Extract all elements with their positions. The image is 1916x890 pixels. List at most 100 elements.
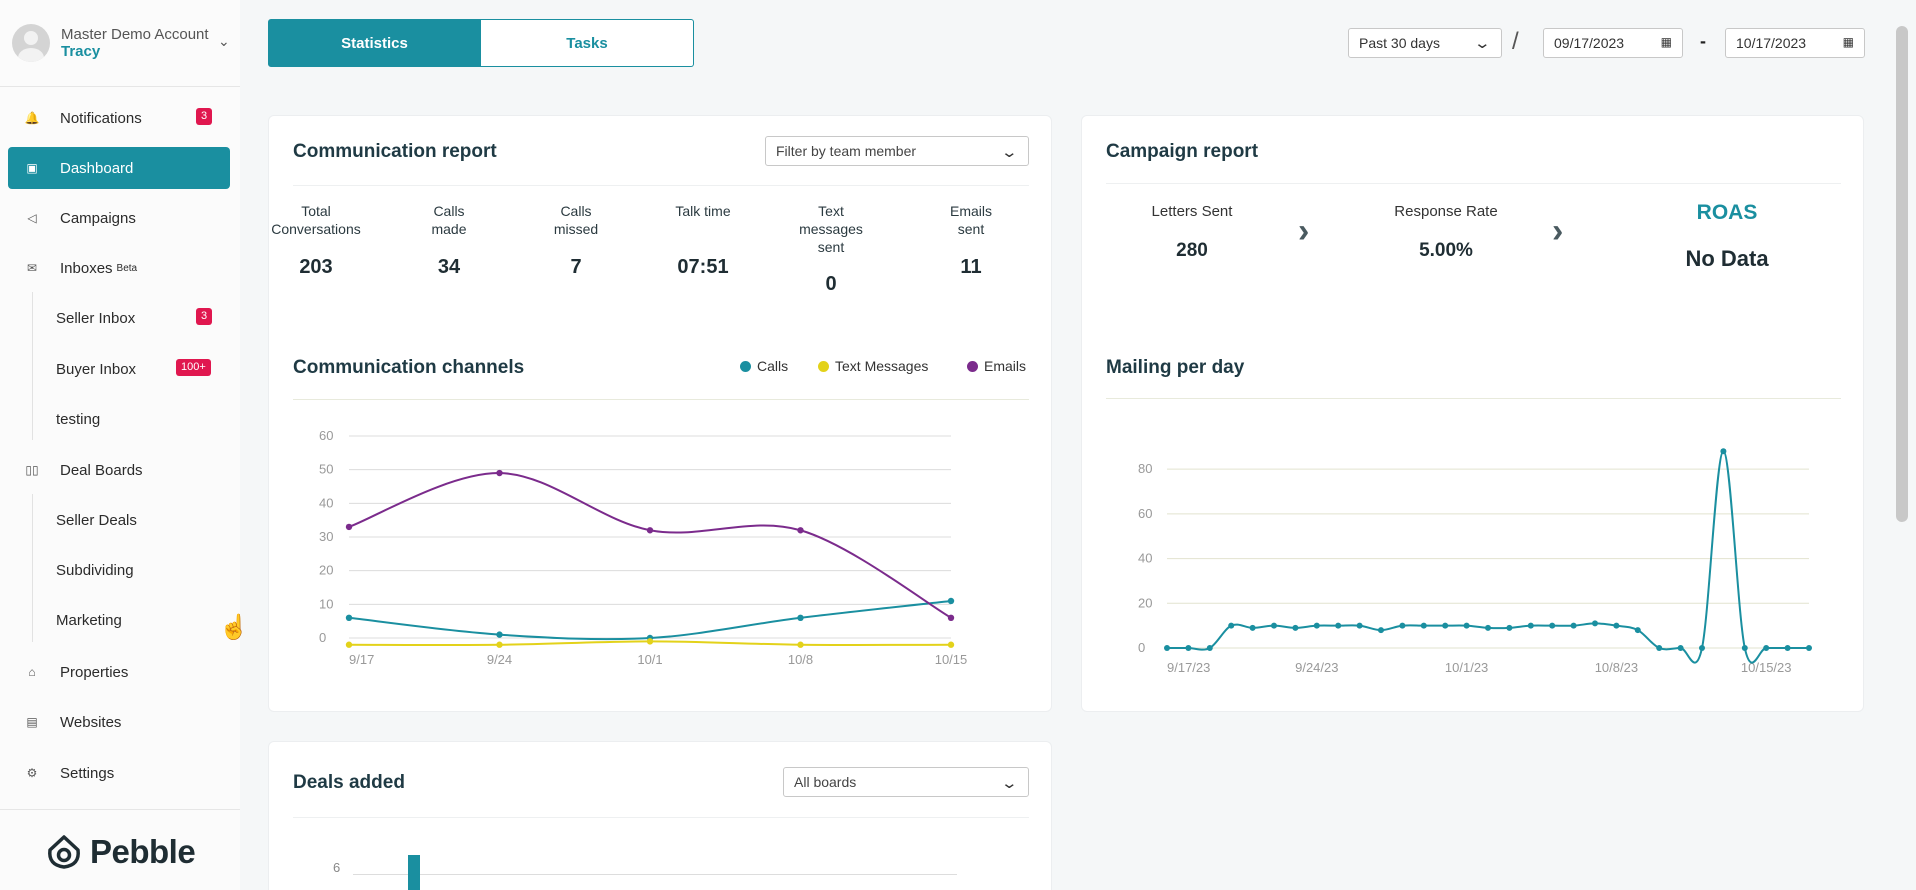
stat-label-total-conversations: Total Conversations xyxy=(271,203,361,237)
sidebar: Master Demo Account Tracy ⌄ 🔔 Notificati… xyxy=(0,0,240,890)
dashboard-icon: ▣ xyxy=(26,161,38,175)
start-date-value: 09/17/2023 xyxy=(1554,35,1625,51)
bell-icon: 🔔 xyxy=(24,111,40,125)
data-point xyxy=(1741,645,1748,651)
data-point xyxy=(345,523,353,531)
sidebar-item-label: Inboxes xyxy=(60,259,113,277)
legend-label: Emails xyxy=(984,358,1027,374)
chevron-down-icon[interactable]: ⌄ xyxy=(218,33,230,49)
y-tick-label: 6 xyxy=(333,860,341,875)
hand-cursor-icon: ☝ xyxy=(219,614,249,641)
sidebar-item-websites[interactable]: ▤ Websites xyxy=(8,701,230,743)
y-tick-label: 50 xyxy=(319,462,333,477)
divider xyxy=(293,185,1029,186)
house-icon: ⌂ xyxy=(28,665,36,679)
account-name: Master Demo Account xyxy=(61,26,209,43)
deals-added-title: Deals added xyxy=(293,772,405,793)
sidebar-item-seller-deals[interactable]: Seller Deals xyxy=(56,512,137,529)
sidebar-item-deal-boards[interactable]: ▯▯ Deal Boards xyxy=(8,449,230,491)
sidebar-item-campaigns[interactable]: ◁ Campaigns xyxy=(8,197,230,239)
sidebar-item-testing[interactable]: testing xyxy=(56,411,101,428)
y-tick-label: 40 xyxy=(319,495,333,510)
account-switcher[interactable]: Master Demo Account Tracy ⌄ xyxy=(12,24,230,62)
sidebar-item-inboxes[interactable]: ✉ Inboxes Beta xyxy=(8,247,230,289)
communication-report-title: Communication report xyxy=(293,141,497,162)
sidebar-item-label: Deal Boards xyxy=(60,461,143,479)
scrollbar[interactable] xyxy=(1896,26,1908,522)
sidebar-item-properties[interactable]: ⌂ Properties xyxy=(8,651,230,693)
roas-value: No Data xyxy=(1685,246,1769,271)
sidebar-item-dashboard[interactable]: ▣ Dashboard xyxy=(8,147,230,189)
calendar-icon[interactable]: ▦ xyxy=(1842,35,1854,49)
y-tick-label: 80 xyxy=(1138,461,1152,476)
data-point xyxy=(947,597,955,605)
x-tick-label: 10/15 xyxy=(935,652,968,667)
data-point xyxy=(345,641,353,648)
stat-label-text-messages: Text messages sent xyxy=(799,203,863,255)
data-point xyxy=(1763,645,1770,651)
sidebar-item-label: Properties xyxy=(60,663,129,681)
data-point xyxy=(797,527,804,534)
data-point xyxy=(496,469,503,477)
communication-channels-title: Communication channels xyxy=(293,357,525,378)
team-member-filter[interactable]: Filter by team member ⌄ xyxy=(765,136,1029,166)
data-point xyxy=(1292,624,1299,631)
sidebar-item-subdividing[interactable]: Subdividing xyxy=(56,562,134,579)
legend-emails[interactable]: Emails xyxy=(967,358,1026,374)
beta-tag: Beta xyxy=(116,262,138,274)
legend-dot xyxy=(818,360,829,372)
response-rate-value: 5.00% xyxy=(1419,240,1473,261)
sidebar-item-seller-inbox[interactable]: Seller Inbox xyxy=(56,310,136,327)
sidebar-item-label: Campaigns xyxy=(60,209,136,227)
chevron-down-icon: ⌄ xyxy=(1473,35,1492,52)
data-point xyxy=(1677,645,1684,651)
gridline xyxy=(353,874,957,875)
stat-value-text-messages: 0 xyxy=(825,273,837,295)
data-point xyxy=(1420,622,1427,629)
data-point xyxy=(345,614,353,621)
mailing-per-day-title: Mailing per day xyxy=(1106,357,1245,378)
data-point xyxy=(1784,645,1791,651)
start-date-input[interactable]: 09/17/2023 ▦ xyxy=(1543,28,1683,58)
x-tick-label: 9/24/23 xyxy=(1295,660,1338,675)
emails-series-line xyxy=(348,472,952,619)
x-tick-label: 10/8 xyxy=(788,652,813,667)
date-preset-select[interactable]: Past 30 days ⌄ xyxy=(1348,28,1502,58)
data-point xyxy=(646,638,654,645)
boards-filter[interactable]: All boards ⌄ xyxy=(783,767,1029,797)
tab-tasks[interactable]: Tasks xyxy=(481,19,694,67)
end-date-input[interactable]: 10/17/2023 ▦ xyxy=(1725,28,1865,58)
letters-sent-value: 280 xyxy=(1176,240,1208,261)
tab-statistics[interactable]: Statistics xyxy=(268,19,481,67)
sidebar-item-marketing[interactable]: Marketing xyxy=(56,612,122,629)
deals-card: Deals added All boards ⌄ 6 xyxy=(268,741,1052,890)
data-point xyxy=(1699,645,1705,651)
seller-inbox-badge: 3 xyxy=(196,308,213,325)
sidebar-item-settings[interactable]: ⚙ Settings xyxy=(8,752,230,794)
stat-value-calls-missed: 7 xyxy=(570,256,582,278)
data-point xyxy=(947,614,955,621)
board-icon: ▯▯ xyxy=(25,463,39,477)
legend-text-messages[interactable]: Text Messages xyxy=(818,358,928,374)
calendar-icon[interactable]: ▦ xyxy=(1660,35,1672,49)
roas-label: ROAS xyxy=(1696,201,1758,224)
legend-calls[interactable]: Calls xyxy=(740,358,788,374)
submenu-line xyxy=(32,494,33,642)
stat-label-calls-missed: Calls missed xyxy=(553,203,599,237)
x-tick-label: 10/8/23 xyxy=(1595,660,1638,675)
deals-bar[interactable] xyxy=(408,855,420,890)
data-point xyxy=(797,641,804,648)
data-point xyxy=(1527,622,1534,629)
chevron-right-icon: › xyxy=(1552,212,1564,250)
y-tick-label: 60 xyxy=(319,428,333,443)
pebble-logo[interactable]: Pebble xyxy=(46,833,196,871)
y-tick-label: 30 xyxy=(319,529,333,544)
sidebar-item-label: Dashboard xyxy=(60,159,134,177)
sidebar-item-notifications[interactable]: 🔔 Notifications xyxy=(8,97,230,139)
sidebar-item-label: Websites xyxy=(60,713,122,731)
x-tick-label: 10/15/23 xyxy=(1741,660,1792,675)
calls-series-line xyxy=(348,599,952,641)
sidebar-item-buyer-inbox[interactable]: Buyer Inbox xyxy=(56,361,137,378)
data-point xyxy=(1656,645,1663,651)
data-point xyxy=(1271,622,1277,629)
